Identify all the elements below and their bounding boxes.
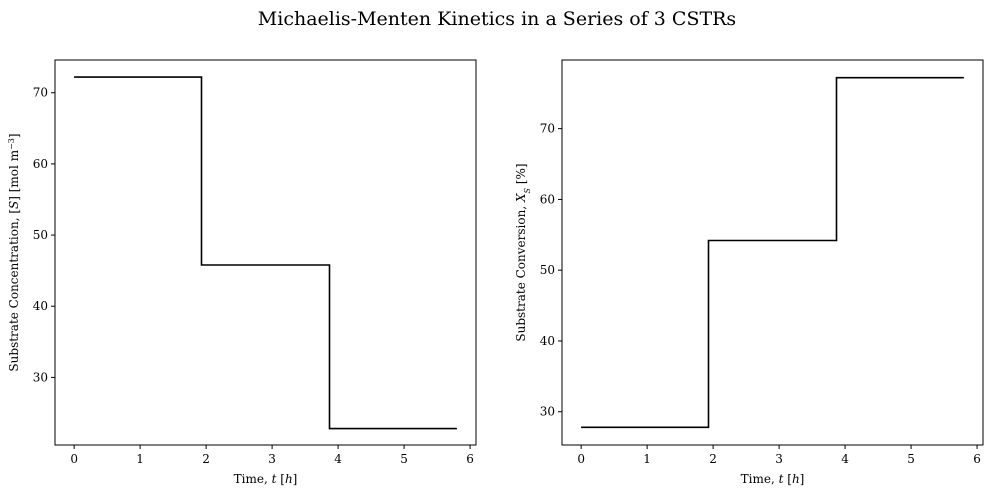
axes-frame	[54, 59, 477, 446]
x-tick-label: 4	[334, 452, 342, 466]
y-tick-label: 30	[540, 405, 555, 419]
chart-panel-2: 0 1 2 3 4 5 6 30 40 50 60 70 Time, t [h] Substrate Co…	[514, 59, 984, 486]
y-axis-label: Substrate Concentration, [S] [mol m−3]	[7, 133, 22, 371]
y-tick-label: 60	[540, 192, 555, 206]
x-tick-label: 4	[841, 452, 849, 466]
step-series-line	[581, 76, 964, 429]
y-tick-label: 60	[33, 157, 48, 171]
x-tick-label: 0	[70, 452, 78, 466]
x-axis-label: Time, t [h]	[234, 472, 298, 486]
y-tick-label: 40	[540, 334, 555, 348]
x-axis-label: Time, t [h]	[741, 472, 805, 486]
x-tick-label: 6	[973, 452, 981, 466]
x-tick-label: 0	[577, 452, 585, 466]
axes-frame	[561, 59, 984, 446]
y-tick-label: 70	[540, 122, 555, 136]
y-tick-label: 50	[33, 228, 48, 242]
y-tick-label: 30	[33, 370, 48, 384]
x-tick-label: 5	[400, 452, 408, 466]
step-series-line	[74, 76, 457, 430]
x-tick-label: 6	[466, 452, 474, 466]
x-tick-label: 5	[907, 452, 915, 466]
x-tick-label: 1	[643, 452, 651, 466]
y-tick-label: 70	[33, 86, 48, 100]
y-axis-label: Substrate Conversion, XS [%]	[514, 163, 532, 341]
y-tick-label: 50	[540, 263, 555, 277]
figure-title: Michaelis-Menten Kinetics in a Series of…	[258, 8, 736, 30]
x-tick-label: 3	[268, 452, 276, 466]
chart-panel-1: 0 1 2 3 4 5 6 30 40 50 60 70 Time, t [h] Substrate Co…	[7, 59, 477, 486]
x-tick-label: 2	[709, 452, 717, 466]
x-tick-label: 3	[775, 452, 783, 466]
x-tick-label: 1	[136, 452, 144, 466]
y-tick-label: 40	[33, 299, 48, 313]
x-tick-label: 2	[202, 452, 210, 466]
